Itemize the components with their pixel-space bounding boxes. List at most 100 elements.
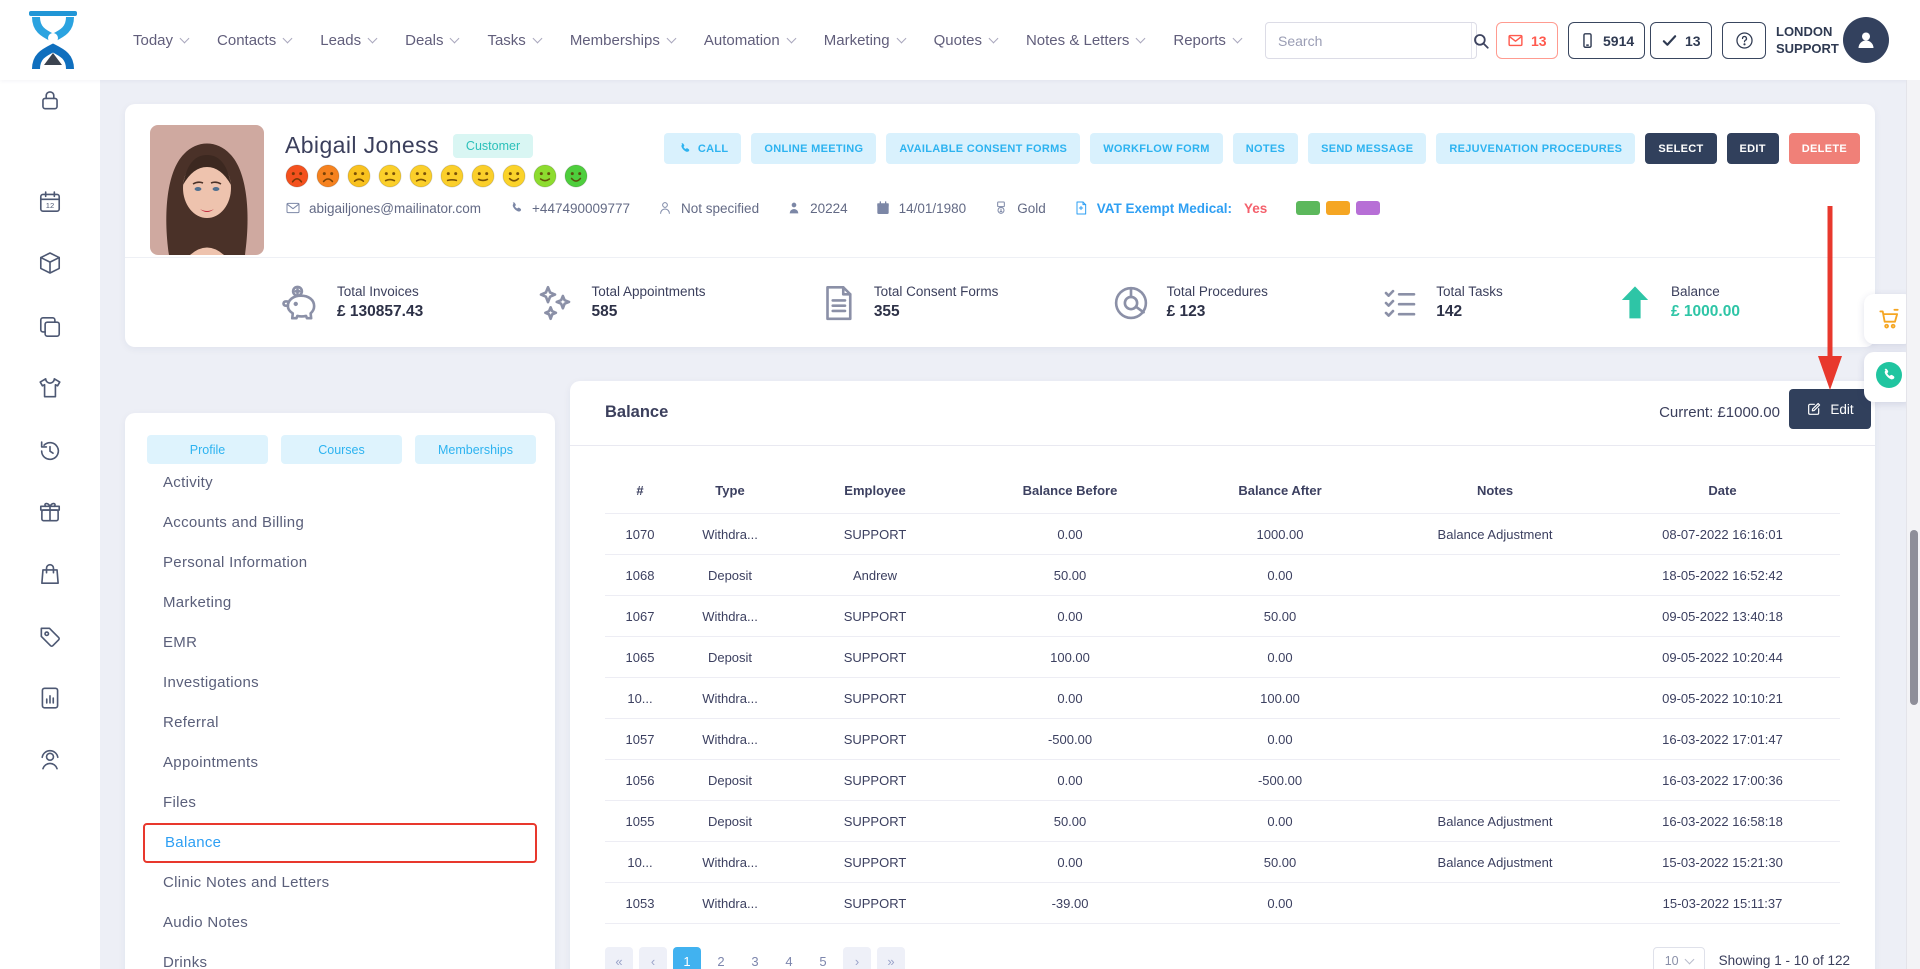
client-phone[interactable]: +447490009777 (508, 200, 630, 216)
mood-face-icon[interactable] (502, 164, 526, 188)
column-header[interactable]: # (605, 467, 675, 513)
label-chip[interactable] (1326, 201, 1350, 215)
profile-menu-item[interactable]: Files (125, 783, 555, 823)
gift-icon[interactable] (30, 492, 70, 532)
nav-item[interactable]: Leads (320, 32, 376, 49)
page-button[interactable]: » (877, 947, 905, 969)
profile-action-button[interactable]: CALL (664, 133, 742, 164)
table-row[interactable]: 1068 Deposit Andrew 50.00 0.00 18-05-202… (605, 554, 1840, 595)
nav-item[interactable]: Reports (1173, 32, 1241, 49)
profile-action-button[interactable]: EDIT (1727, 133, 1779, 164)
page-scrollbar[interactable] (1906, 80, 1920, 969)
profile-menu-item[interactable]: Clinic Notes and Letters (125, 863, 555, 903)
profile-menu-item[interactable]: Personal Information (125, 543, 555, 583)
page-button[interactable]: 1 (673, 947, 701, 969)
mood-face-icon[interactable] (316, 164, 340, 188)
table-row[interactable]: 1056 Deposit SUPPORT 0.00 -500.00 16-03-… (605, 759, 1840, 800)
nav-item[interactable]: Memberships (570, 32, 675, 49)
profile-menu-item[interactable]: Accounts and Billing (125, 503, 555, 543)
column-header[interactable]: Balance After (1175, 467, 1385, 513)
tasks-badge[interactable]: 13 (1650, 22, 1712, 59)
page-size-select[interactable]: 10 (1653, 947, 1705, 969)
column-header[interactable]: Balance Before (965, 467, 1175, 513)
table-row[interactable]: 10... Withdra... SUPPORT 0.00 50.00 Bala… (605, 841, 1840, 882)
table-row[interactable]: 1057 Withdra... SUPPORT -500.00 0.00 16-… (605, 718, 1840, 759)
search-input[interactable] (1266, 33, 1471, 49)
page-button[interactable]: › (843, 947, 871, 969)
mood-face-icon[interactable] (378, 164, 402, 188)
nav-item[interactable]: Deals (405, 32, 458, 49)
help-button[interactable] (1722, 22, 1766, 59)
profile-action-button[interactable]: SEND MESSAGE (1308, 133, 1426, 164)
profile-menu-item[interactable]: Marketing (125, 583, 555, 623)
scrollbar-thumb[interactable] (1910, 530, 1918, 705)
mood-face-icon[interactable] (471, 164, 495, 188)
label-chip[interactable] (1356, 201, 1380, 215)
profile-menu-item[interactable]: Drinks (125, 943, 555, 969)
page-button[interactable]: 5 (809, 947, 837, 969)
mood-face-icon[interactable] (347, 164, 371, 188)
mail-badge[interactable]: 13 (1496, 22, 1558, 59)
sms-badge[interactable]: 5914 (1568, 22, 1645, 59)
profile-menu-item[interactable]: Appointments (125, 743, 555, 783)
table-row[interactable]: 10... Withdra... SUPPORT 0.00 100.00 09-… (605, 677, 1840, 718)
shirt-icon[interactable] (30, 368, 70, 408)
copy-icon[interactable] (30, 307, 70, 347)
profile-action-button[interactable]: SELECT (1645, 133, 1716, 164)
edit-balance-button[interactable]: Edit (1789, 389, 1871, 429)
nav-item[interactable]: Automation (704, 32, 795, 49)
lock-icon[interactable] (30, 80, 70, 120)
table-row[interactable]: 1070 Withdra... SUPPORT 0.00 1000.00 Bal… (605, 513, 1840, 554)
table-row[interactable]: 1065 Deposit SUPPORT 100.00 0.00 09-05-2… (605, 636, 1840, 677)
column-header[interactable]: Date (1605, 467, 1840, 513)
mood-face-icon[interactable] (533, 164, 557, 188)
profile-menu-item[interactable]: Balance (143, 823, 537, 863)
page-button[interactable]: 3 (741, 947, 769, 969)
mood-face-icon[interactable] (440, 164, 464, 188)
profile-action-button[interactable]: DELETE (1789, 133, 1860, 164)
column-header[interactable]: Employee (785, 467, 965, 513)
nav-item[interactable]: Quotes (934, 32, 997, 49)
profile-menu-item[interactable]: Investigations (125, 663, 555, 703)
mood-face-icon[interactable] (409, 164, 433, 188)
client-photo[interactable] (150, 125, 264, 255)
app-logo-icon[interactable] (26, 9, 80, 71)
mood-face-icon[interactable] (564, 164, 588, 188)
nav-item[interactable]: Tasks (487, 32, 540, 49)
nav-item[interactable]: Notes & Letters (1026, 32, 1144, 49)
table-row[interactable]: 1053 Withdra... SUPPORT -39.00 0.00 15-0… (605, 882, 1840, 924)
profile-action-button[interactable]: WORKFLOW FORM (1090, 133, 1223, 164)
profile-tab[interactable]: Memberships (415, 435, 536, 464)
profile-menu-item[interactable]: Audio Notes (125, 903, 555, 943)
table-row[interactable]: 1055 Deposit SUPPORT 50.00 0.00 Balance … (605, 800, 1840, 841)
nav-item[interactable]: Marketing (824, 32, 905, 49)
profile-action-button[interactable]: AVAILABLE CONSENT FORMS (886, 133, 1080, 164)
tag-icon[interactable] (30, 617, 70, 657)
profile-menu-item[interactable]: Referral (125, 703, 555, 743)
shopping-bag-icon[interactable] (30, 554, 70, 594)
history-icon[interactable] (30, 431, 70, 471)
report-icon[interactable] (30, 678, 70, 718)
profile-tab[interactable]: Profile (147, 435, 268, 464)
page-button[interactable]: ‹ (639, 947, 667, 969)
page-button[interactable]: « (605, 947, 633, 969)
profile-action-button[interactable]: NOTES (1233, 133, 1298, 164)
profile-action-button[interactable]: ONLINE MEETING (751, 133, 876, 164)
search-box[interactable] (1265, 22, 1477, 59)
table-row[interactable]: 1067 Withdra... SUPPORT 0.00 50.00 09-05… (605, 595, 1840, 636)
nav-item[interactable]: Today (133, 32, 188, 49)
page-button[interactable]: 4 (775, 947, 803, 969)
client-email[interactable]: abigailjones@mailinator.com (285, 200, 481, 216)
profile-menu-item[interactable]: Activity (125, 463, 555, 503)
support-icon[interactable] (30, 740, 70, 780)
profile-action-button[interactable]: REJUVENATION PROCEDURES (1436, 133, 1635, 164)
label-chip[interactable] (1296, 201, 1320, 215)
nav-item[interactable]: Contacts (217, 32, 291, 49)
package-icon[interactable] (30, 243, 70, 283)
profile-menu-item[interactable]: EMR (125, 623, 555, 663)
column-header[interactable]: Notes (1385, 467, 1605, 513)
user-avatar[interactable] (1843, 17, 1889, 63)
column-header[interactable]: Type (675, 467, 785, 513)
search-icon[interactable] (1471, 23, 1490, 58)
profile-tab[interactable]: Courses (281, 435, 402, 464)
